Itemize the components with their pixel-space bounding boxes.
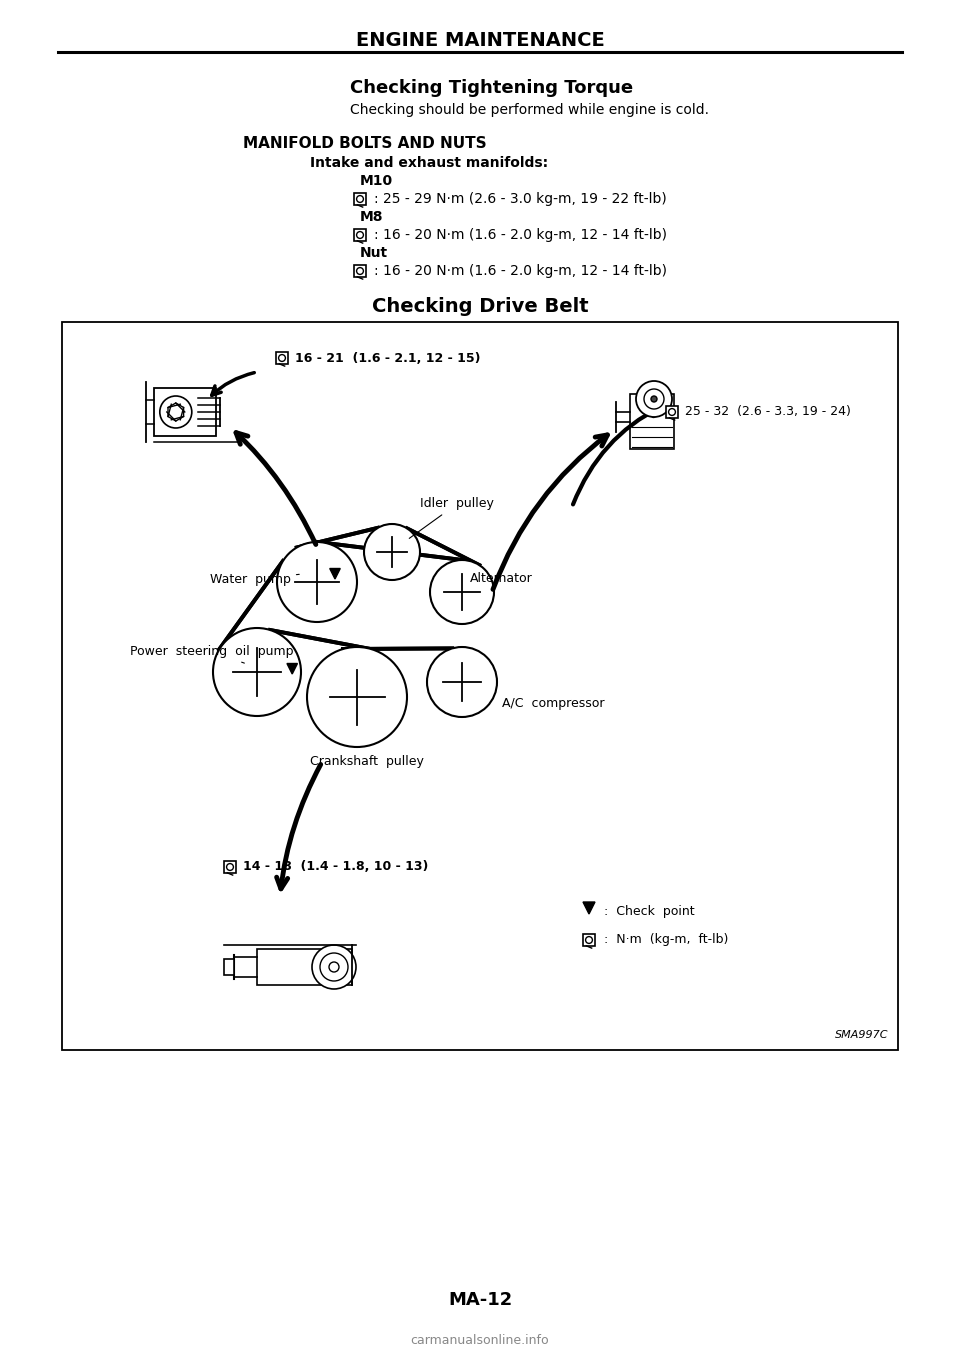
Circle shape	[427, 646, 497, 717]
Bar	[224, 959, 234, 975]
Bar	[583, 934, 595, 947]
Text: 25 - 32  (2.6 - 3.3, 19 - 24): 25 - 32 (2.6 - 3.3, 19 - 24)	[685, 406, 851, 418]
Text: Checking should be performed while engine is cold.: Checking should be performed while engin…	[350, 103, 709, 117]
Bar	[354, 265, 366, 277]
Circle shape	[651, 397, 657, 402]
Circle shape	[312, 945, 356, 989]
Text: Crankshaft  pulley: Crankshaft pulley	[310, 755, 424, 769]
Text: Intake and exhaust manifolds:: Intake and exhaust manifolds:	[310, 156, 548, 170]
Circle shape	[356, 232, 364, 239]
Bar	[666, 406, 678, 418]
Circle shape	[329, 961, 339, 972]
Circle shape	[213, 627, 301, 716]
Circle shape	[430, 559, 494, 623]
Text: A/C  compressor: A/C compressor	[502, 698, 605, 710]
Circle shape	[356, 268, 364, 274]
Text: 14 - 18  (1.4 - 1.8, 10 - 13): 14 - 18 (1.4 - 1.8, 10 - 13)	[243, 861, 428, 873]
Bar	[276, 352, 288, 364]
Circle shape	[636, 382, 672, 417]
Text: :  Check  point: : Check point	[604, 906, 695, 918]
Bar	[630, 394, 674, 449]
Polygon shape	[329, 569, 340, 579]
Text: Idler  pulley: Idler pulley	[409, 497, 493, 538]
Text: MANIFOLD BOLTS AND NUTS: MANIFOLD BOLTS AND NUTS	[243, 136, 487, 151]
Text: : 16 - 20 N·m (1.6 - 2.0 kg-m, 12 - 14 ft-lb): : 16 - 20 N·m (1.6 - 2.0 kg-m, 12 - 14 f…	[374, 263, 667, 278]
Circle shape	[159, 397, 192, 428]
Text: Power  steering  oil  pump: Power steering oil pump	[130, 645, 294, 663]
Text: 16 - 21  (1.6 - 2.1, 12 - 15): 16 - 21 (1.6 - 2.1, 12 - 15)	[295, 352, 481, 364]
Circle shape	[307, 646, 407, 747]
Circle shape	[644, 388, 664, 409]
Text: Nut: Nut	[360, 246, 388, 259]
Polygon shape	[287, 664, 298, 674]
Text: M10: M10	[360, 174, 394, 187]
Bar	[354, 230, 366, 240]
Text: carmanualsonline.info: carmanualsonline.info	[411, 1334, 549, 1347]
Circle shape	[668, 409, 676, 416]
Text: Checking Tightening Torque: Checking Tightening Torque	[350, 79, 634, 96]
Circle shape	[356, 196, 364, 202]
Bar	[224, 861, 236, 873]
Text: ENGINE MAINTENANCE: ENGINE MAINTENANCE	[355, 30, 605, 49]
Circle shape	[586, 937, 592, 944]
Bar	[354, 193, 366, 205]
Circle shape	[320, 953, 348, 980]
Polygon shape	[583, 902, 595, 914]
Circle shape	[227, 864, 233, 870]
Text: M8: M8	[360, 210, 383, 224]
Text: SMA997C: SMA997C	[834, 1029, 888, 1040]
Text: Water  pump: Water pump	[210, 573, 300, 587]
Text: : 25 - 29 N·m (2.6 - 3.0 kg-m, 19 - 22 ft-lb): : 25 - 29 N·m (2.6 - 3.0 kg-m, 19 - 22 f…	[374, 191, 667, 206]
Circle shape	[364, 524, 420, 580]
Bar	[155, 388, 216, 436]
Bar	[62, 322, 898, 1050]
Bar	[257, 949, 352, 985]
Circle shape	[278, 354, 285, 361]
Text: MA-12: MA-12	[448, 1291, 512, 1309]
Text: Alternator: Alternator	[470, 573, 533, 585]
Text: : 16 - 20 N·m (1.6 - 2.0 kg-m, 12 - 14 ft-lb): : 16 - 20 N·m (1.6 - 2.0 kg-m, 12 - 14 f…	[374, 228, 667, 242]
Text: Checking Drive Belt: Checking Drive Belt	[372, 297, 588, 316]
Text: :  N·m  (kg-m,  ft-lb): : N·m (kg-m, ft-lb)	[604, 933, 729, 947]
Circle shape	[277, 542, 357, 622]
